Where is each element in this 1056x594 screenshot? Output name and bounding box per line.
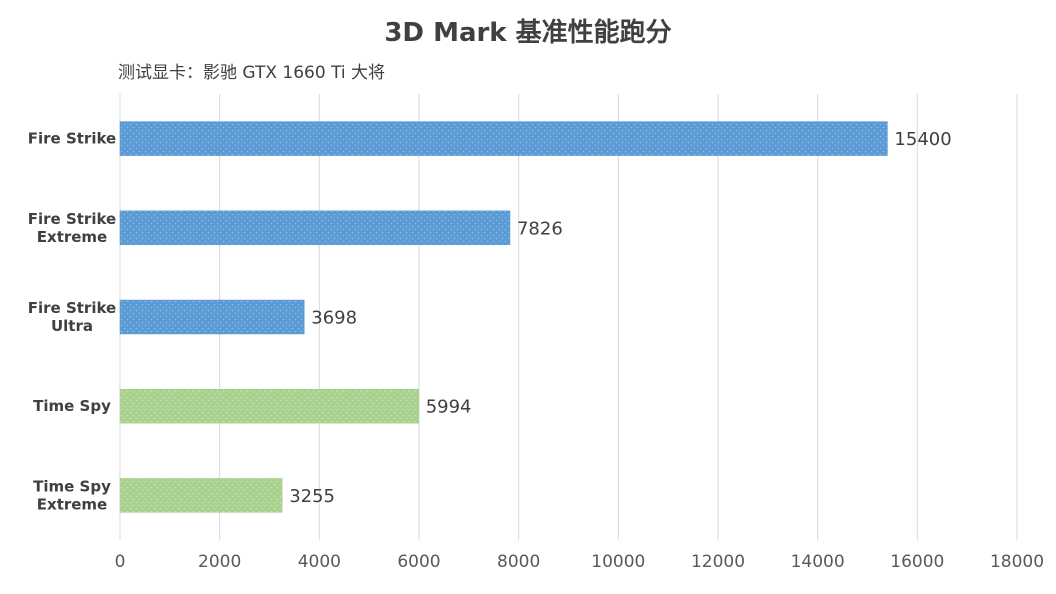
x-tick-label: 2000 bbox=[198, 552, 241, 572]
category-label: Fire Strike Ultra bbox=[28, 299, 116, 335]
data-label: 3698 bbox=[311, 308, 357, 329]
x-tick-label: 4000 bbox=[298, 552, 341, 572]
bar bbox=[119, 299, 305, 335]
bar bbox=[119, 478, 283, 513]
x-tick-label: 18000 bbox=[990, 552, 1044, 572]
x-tick-label: 12000 bbox=[691, 552, 745, 572]
bar bbox=[119, 210, 511, 246]
bar bbox=[119, 121, 888, 156]
category-label: Fire Strike bbox=[28, 130, 116, 148]
category-label: Time Spy bbox=[33, 397, 111, 415]
x-tick-label: 6000 bbox=[397, 552, 440, 572]
category-label: Time Spy Extreme bbox=[33, 477, 111, 513]
data-label: 15400 bbox=[894, 129, 951, 150]
x-tick-label: 8000 bbox=[497, 552, 540, 572]
x-tick-label: 10000 bbox=[591, 552, 645, 572]
x-tick-label: 0 bbox=[115, 552, 126, 572]
x-tick-label: 14000 bbox=[791, 552, 845, 572]
category-label: Fire Strike Extreme bbox=[28, 210, 116, 246]
bar bbox=[119, 388, 419, 424]
data-label: 3255 bbox=[289, 486, 335, 507]
data-label: 7826 bbox=[517, 218, 563, 239]
chart-subtitle: 测试显卡：影驰 GTX 1660 Ti 大将 bbox=[118, 63, 386, 83]
data-label: 5994 bbox=[426, 397, 472, 418]
x-tick-label: 16000 bbox=[890, 552, 944, 572]
chart-title: 3D Mark 基准性能跑分 bbox=[384, 18, 672, 48]
